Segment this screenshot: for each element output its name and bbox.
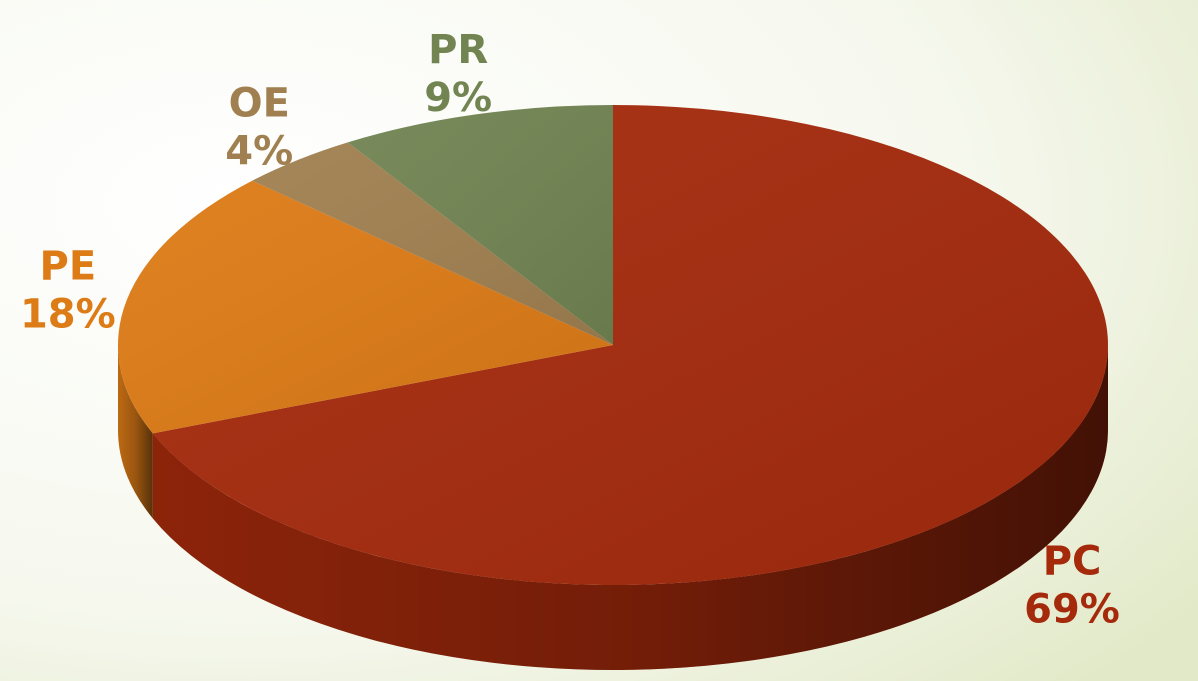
slice-label-value: 9%: [424, 75, 492, 121]
side-shading: [118, 345, 153, 519]
side-shading: [152, 345, 1109, 671]
slice-label-name: PR: [428, 27, 488, 73]
top-shading: [252, 142, 613, 345]
slice-label-name: OE: [229, 80, 290, 126]
top-shading: [347, 105, 613, 345]
top-shading: [152, 105, 1109, 585]
top-shading: [118, 180, 614, 434]
slice-label-name: PC: [1043, 538, 1102, 584]
slice-label-value: 4%: [225, 128, 293, 174]
slice-label-value: 18%: [20, 292, 116, 338]
slice-label-name: PE: [40, 244, 97, 290]
slice-label-value: 69%: [1024, 586, 1120, 632]
